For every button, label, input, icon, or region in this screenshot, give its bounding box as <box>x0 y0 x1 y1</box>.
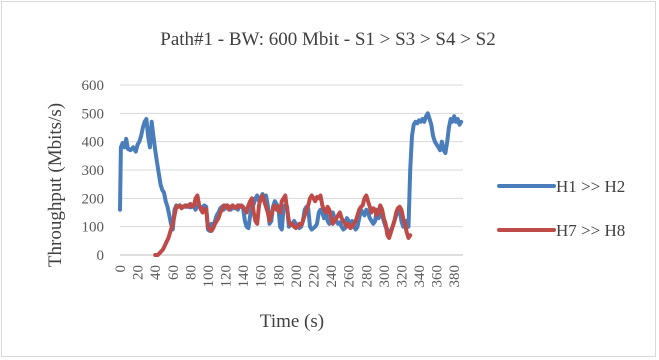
x-tick-label: 200 <box>289 265 305 288</box>
x-tick-label: 360 <box>430 265 446 288</box>
y-tick-label: 400 <box>82 135 105 151</box>
x-tick-label: 280 <box>359 265 375 288</box>
x-tick-label: 220 <box>306 265 322 288</box>
y-tick-label: 100 <box>82 220 105 236</box>
x-tick-label: 300 <box>377 265 393 288</box>
series-lines <box>118 111 464 257</box>
x-tick-label: 60 <box>166 265 182 280</box>
x-tick-label: 0 <box>113 265 129 273</box>
x-axis-ticks: 0 20 40 60 80 100 120 140 160 180 200 220 240 260 280 3… <box>113 265 463 288</box>
x-tick-label: 140 <box>236 265 252 288</box>
y-tick-label: 600 <box>82 78 105 94</box>
chart-title: Path#1 - BW: 600 Mbit - S1 > S3 > S4 > S… <box>160 29 495 50</box>
series-line-1 <box>118 111 464 235</box>
x-tick-label: 80 <box>183 265 199 280</box>
legend-label-2: H7 >> H8 <box>556 221 625 240</box>
x-tick-label: 240 <box>324 265 340 288</box>
x-axis-title: Time (s) <box>260 311 324 332</box>
x-tick-label: 100 <box>201 265 217 288</box>
y-axis-title: Throughput (Mbits/s) <box>45 103 66 267</box>
y-axis-ticks: 0 100 200 300 400 500 600 <box>82 78 105 264</box>
x-tick-label: 40 <box>148 265 164 280</box>
x-tick-label: 180 <box>271 265 287 288</box>
y-tick-label: 200 <box>82 191 105 207</box>
x-tick-label: 320 <box>394 265 410 288</box>
legend-label-1: H1 >> H2 <box>556 177 625 196</box>
x-tick-label: 340 <box>412 265 428 288</box>
x-tick-label: 380 <box>447 265 463 288</box>
x-tick-label: 20 <box>131 265 147 280</box>
x-tick-label: 260 <box>342 265 358 288</box>
x-tick-label: 120 <box>219 265 235 288</box>
x-tick-label: 160 <box>254 265 270 288</box>
series-line-2 <box>153 193 413 257</box>
legend: H1 >> H2 H7 >> H8 <box>497 177 625 240</box>
y-tick-label: 300 <box>82 163 105 179</box>
y-tick-label: 500 <box>82 106 105 122</box>
y-tick-label: 0 <box>97 248 105 264</box>
